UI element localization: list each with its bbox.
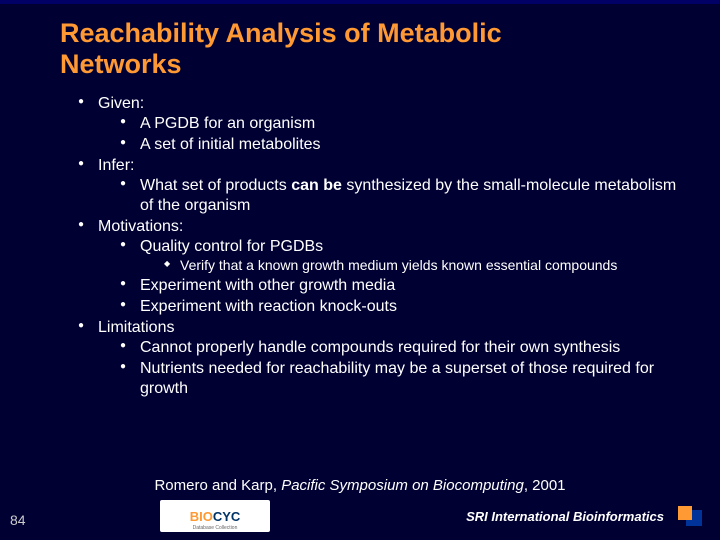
list-item: Limitations Cannot properly handle compo… (78, 318, 680, 399)
title-line-1: Reachability Analysis of Metabolic (60, 18, 502, 48)
title-line-2: Networks (60, 49, 182, 79)
list-item: What set of products can be synthesized … (120, 176, 680, 216)
slide-title: Reachability Analysis of Metabolic Netwo… (0, 0, 720, 80)
list-item: Experiment with other growth media (120, 276, 680, 296)
bullet-list: Given: A PGDB for an organism A set of i… (78, 94, 680, 399)
list-item: Nutrients needed for reachability may be… (120, 359, 680, 399)
page-number: 84 (10, 512, 26, 528)
list-item: Given: A PGDB for an organism A set of i… (78, 94, 680, 155)
corner-accent-icon (674, 508, 702, 526)
given-label: Given: (98, 95, 144, 112)
list-item: Quality control for PGDBs Verify that a … (120, 237, 680, 275)
motiv-label: Motivations: (98, 218, 183, 235)
list-item: Motivations: Quality control for PGDBs V… (78, 217, 680, 317)
limit-label: Limitations (98, 319, 174, 336)
citation: Romero and Karp, Pacific Symposium on Bi… (0, 477, 720, 494)
list-item: A PGDB for an organism (120, 114, 680, 134)
sri-label: SRI International Bioinformatics (466, 509, 664, 524)
content-body: Given: A PGDB for an organism A set of i… (0, 80, 720, 399)
list-item: Experiment with reaction knock-outs (120, 297, 680, 317)
footer: 84 BIOCYC Database Collection SRI Intern… (0, 498, 720, 536)
infer-label: Infer: (98, 157, 134, 174)
list-item: Infer: What set of products can be synth… (78, 156, 680, 216)
biocyc-logo: BIOCYC Database Collection (160, 500, 270, 532)
top-border (0, 0, 720, 4)
list-item: Verify that a known growth medium yields… (164, 257, 680, 275)
list-item: Cannot properly handle compounds require… (120, 338, 680, 358)
list-item: A set of initial metabolites (120, 135, 680, 155)
